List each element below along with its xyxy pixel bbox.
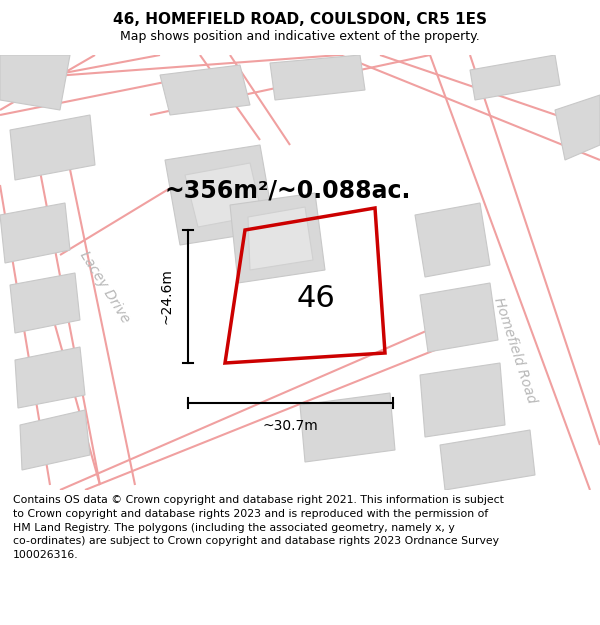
- Polygon shape: [10, 273, 80, 333]
- Polygon shape: [415, 203, 490, 277]
- Polygon shape: [420, 283, 498, 352]
- Text: Homefield Road: Homefield Road: [491, 295, 539, 405]
- Polygon shape: [15, 347, 85, 408]
- Polygon shape: [470, 55, 560, 100]
- Text: ~356m²/~0.088ac.: ~356m²/~0.088ac.: [165, 179, 411, 203]
- Text: 46, HOMEFIELD ROAD, COULSDON, CR5 1ES: 46, HOMEFIELD ROAD, COULSDON, CR5 1ES: [113, 12, 487, 27]
- Text: Map shows position and indicative extent of the property.: Map shows position and indicative extent…: [120, 30, 480, 43]
- Polygon shape: [165, 145, 275, 245]
- Text: Contains OS data © Crown copyright and database right 2021. This information is : Contains OS data © Crown copyright and d…: [13, 496, 504, 560]
- Text: Lacey Drive: Lacey Drive: [77, 249, 133, 326]
- Polygon shape: [230, 193, 325, 283]
- Polygon shape: [300, 393, 395, 462]
- Polygon shape: [420, 363, 505, 437]
- Polygon shape: [270, 55, 365, 100]
- Polygon shape: [160, 65, 250, 115]
- Polygon shape: [248, 207, 313, 270]
- Polygon shape: [185, 163, 262, 227]
- Polygon shape: [0, 203, 70, 263]
- Polygon shape: [0, 55, 70, 110]
- Polygon shape: [555, 95, 600, 160]
- Text: 46: 46: [296, 284, 335, 313]
- Polygon shape: [10, 115, 95, 180]
- Polygon shape: [440, 430, 535, 490]
- Text: ~30.7m: ~30.7m: [263, 419, 319, 433]
- Polygon shape: [20, 410, 90, 470]
- Text: ~24.6m: ~24.6m: [160, 269, 174, 324]
